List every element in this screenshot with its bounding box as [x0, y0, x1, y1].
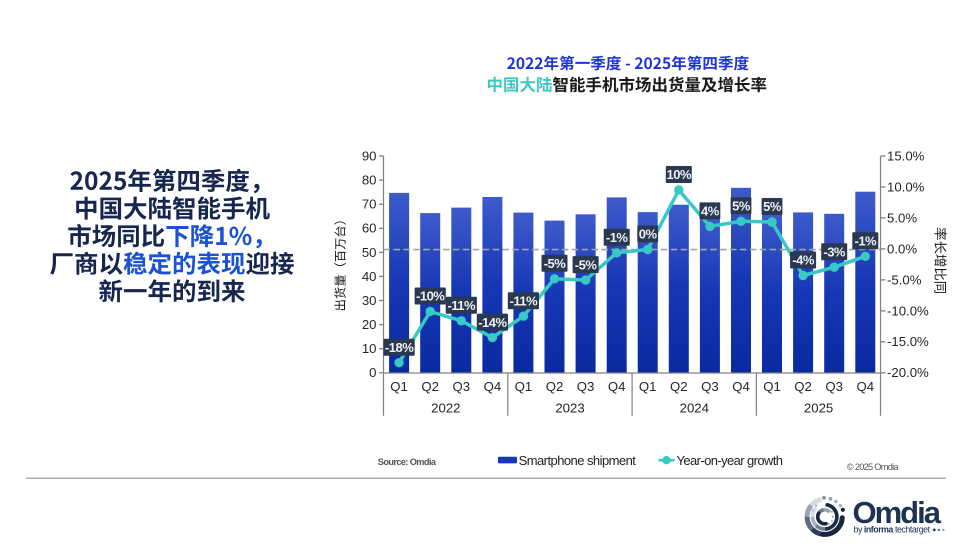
svg-text:15.0%: 15.0% [887, 148, 925, 163]
svg-text:30: 30 [362, 293, 377, 308]
svg-text:70: 70 [362, 197, 377, 212]
svg-text:Q1: Q1 [763, 379, 781, 394]
svg-text:Q4: Q4 [732, 379, 750, 394]
svg-text:-3%: -3% [823, 244, 846, 259]
svg-text:Q3: Q3 [701, 379, 719, 394]
svg-text:60: 60 [362, 221, 377, 236]
svg-text:-4%: -4% [792, 253, 815, 268]
svg-text:-11%: -11% [510, 293, 539, 308]
svg-text:Q4: Q4 [857, 379, 875, 394]
svg-text:5%: 5% [732, 199, 751, 214]
svg-text:Omdia: Omdia [853, 495, 942, 530]
svg-text:-14%: -14% [478, 315, 507, 330]
svg-text:-1%: -1% [606, 230, 629, 245]
svg-text:-5%: -5% [544, 256, 567, 271]
svg-text:Q2: Q2 [546, 379, 564, 394]
svg-text:20: 20 [362, 317, 377, 332]
svg-text:10: 10 [362, 341, 377, 356]
svg-text:-20.0%: -20.0% [887, 365, 929, 380]
svg-text:2023: 2023 [555, 400, 584, 415]
svg-text:-1%: -1% [854, 234, 877, 249]
svg-text:0%: 0% [639, 227, 658, 242]
svg-text:by informa techtarget: by informa techtarget [854, 525, 931, 535]
svg-text:Q2: Q2 [670, 379, 688, 394]
svg-text:Q1: Q1 [390, 379, 408, 394]
svg-text:Year-on-year growth: Year-on-year growth [677, 453, 783, 468]
svg-text:-5%: -5% [575, 257, 598, 272]
svg-text:Smartphone shipment: Smartphone shipment [519, 453, 637, 468]
svg-text:Source: Omdia: Source: Omdia [378, 457, 437, 467]
svg-text:-11%: -11% [447, 298, 476, 313]
svg-text:4%: 4% [701, 204, 720, 219]
svg-text:© 2025 Omdia: © 2025 Omdia [847, 462, 900, 472]
svg-text:10%: 10% [667, 167, 692, 182]
svg-text:-10.0%: -10.0% [887, 303, 929, 318]
svg-text:Q4: Q4 [484, 379, 502, 394]
svg-text:-5.0%: -5.0% [887, 272, 922, 287]
svg-text:Q4: Q4 [608, 379, 626, 394]
svg-text:-15.0%: -15.0% [887, 334, 929, 349]
svg-text:Q2: Q2 [794, 379, 812, 394]
svg-text:80: 80 [362, 173, 377, 188]
svg-text:Q3: Q3 [453, 379, 471, 394]
svg-text:Q2: Q2 [421, 379, 439, 394]
svg-text:2022: 2022 [431, 400, 460, 415]
svg-text:Q1: Q1 [515, 379, 533, 394]
svg-text:-18%: -18% [385, 340, 414, 355]
svg-text:40: 40 [362, 269, 377, 284]
svg-text:5.0%: 5.0% [887, 210, 917, 225]
svg-text:Q3: Q3 [577, 379, 595, 394]
svg-text:Q3: Q3 [825, 379, 843, 394]
svg-text:10.0%: 10.0% [887, 179, 925, 194]
svg-text:Q1: Q1 [639, 379, 657, 394]
svg-text:2024: 2024 [680, 400, 709, 415]
svg-text:5%: 5% [763, 199, 782, 214]
svg-text:2025: 2025 [804, 400, 833, 415]
svg-text:90: 90 [362, 148, 377, 163]
svg-text:0: 0 [369, 365, 376, 380]
svg-text:-10%: -10% [416, 289, 445, 304]
svg-text:50: 50 [362, 245, 377, 260]
svg-text:0.0%: 0.0% [887, 241, 917, 256]
